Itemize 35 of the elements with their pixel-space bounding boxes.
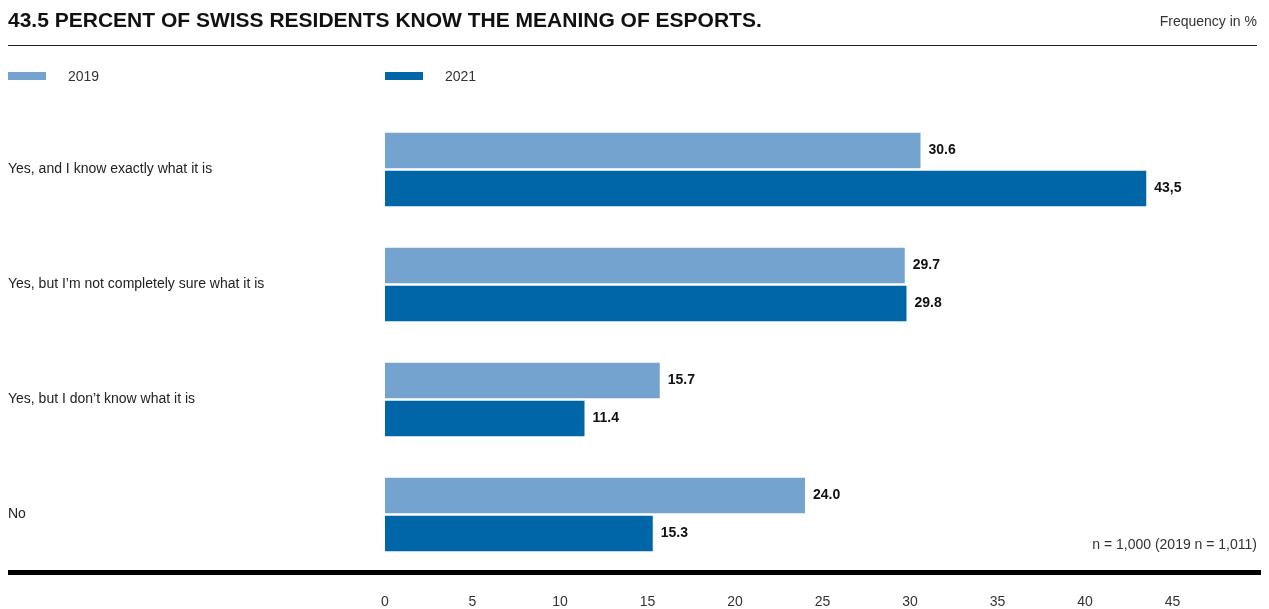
chart-subtitle: Frequency in % [1159,13,1257,29]
data-label: 30.6 [928,141,956,158]
data-label: 29.8 [914,294,942,311]
legend-label: 2021 [445,68,477,84]
x-tick-label: 35 [989,593,1006,609]
data-label: 24.0 [813,486,841,503]
data-label: 15.7 [667,371,696,388]
data-label: 15.3 [660,524,689,541]
chart-title: 43.5 PERCENT OF SWISS RESIDENTS KNOW THE MEANING OF ESPORTS. [8,8,762,32]
x-tick-label: 15 [639,593,656,609]
x-tick-label: 25 [814,593,831,609]
y-tick-label: No [8,505,27,522]
y-tick-label: Yes, and I know exactly what it is [8,160,213,177]
y-tick-label: Yes, but I don’t know what it is [8,390,196,407]
bar [385,285,907,322]
y-tick-label: Yes, but I’m not completely sure what it is [8,275,265,292]
x-tick-label: 40 [1077,593,1093,609]
data-label: 43,5 [1154,179,1182,196]
x-tick-label: 5 [468,593,477,609]
bar [385,132,921,169]
x-tick-label: 30 [902,593,918,609]
bar [385,247,905,284]
bar [385,400,585,437]
data-label: 29.7 [912,256,941,273]
bar [385,170,1147,207]
x-tick-label: 20 [727,593,743,609]
bar [385,477,805,514]
bar [385,515,653,552]
bar [385,362,660,399]
x-tick-label: 45 [1164,593,1181,609]
x-tick-label: 10 [552,593,568,609]
annotation: n = 1,000 (2019 n = 1,011) [1092,535,1257,552]
x-tick-label: 0 [381,593,390,609]
legend-label: 2019 [68,68,100,84]
data-label: 11.4 [592,409,620,426]
